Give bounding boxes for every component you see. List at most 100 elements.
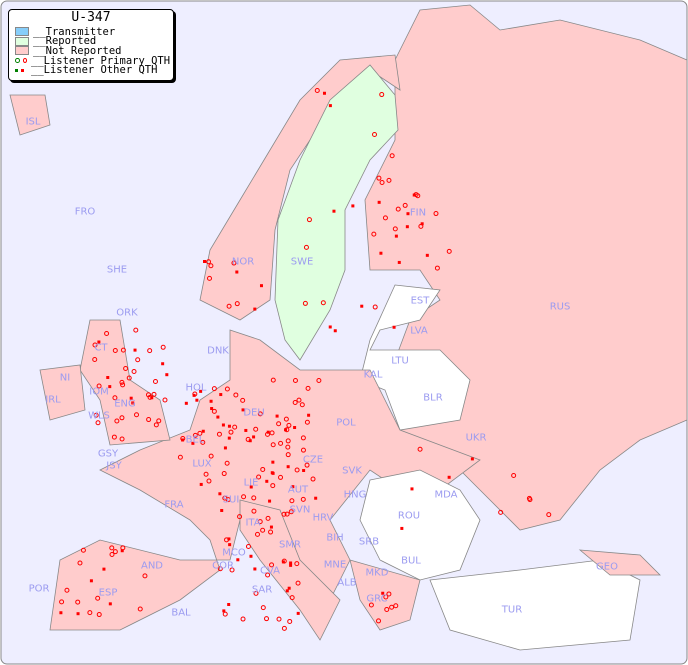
listener-marker: [147, 348, 153, 354]
country-label-pol: POL: [336, 417, 356, 429]
country-label-mne: MNE: [323, 559, 347, 571]
country-label-hrv: HRV: [312, 512, 334, 524]
legend-transmitter: __Transmitter: [9, 27, 173, 37]
listener-marker: [284, 428, 288, 432]
listener-marker: [288, 509, 294, 515]
listener-marker: [295, 580, 301, 586]
listener-marker: [447, 475, 451, 479]
country-irl: [39, 364, 86, 421]
listener-marker: [393, 603, 399, 609]
listener-marker: [231, 260, 237, 266]
listener-marker: [152, 379, 158, 385]
country-label-smr: SMR: [279, 539, 301, 551]
country-label-bel: BEL: [185, 434, 205, 446]
countries: [9, 4, 688, 651]
country-label-she: SHE: [106, 264, 128, 276]
listener-marker: [314, 496, 318, 500]
listener-marker: [304, 419, 310, 425]
listener-marker: [106, 376, 110, 380]
listener-marker: [209, 399, 213, 403]
listener-marker: [240, 616, 246, 622]
listener-marker: [131, 369, 137, 375]
legend-label: __Listener Other QTH: [31, 64, 158, 77]
listener-marker: [420, 222, 424, 226]
listener-marker: [126, 375, 132, 381]
listener-marker: [302, 300, 308, 306]
country-label-cze: CZE: [302, 454, 324, 466]
reported-swatch: [15, 36, 29, 46]
listener-marker: [546, 512, 552, 518]
country-label-tur: TUR: [501, 604, 523, 616]
country-label-bal: BAL: [171, 607, 191, 619]
listener-marker: [151, 391, 157, 397]
listener-marker: [253, 567, 257, 571]
country-label-lux: LUX: [192, 458, 212, 470]
listener-marker: [93, 412, 99, 418]
country-label-nor: NOR: [231, 256, 255, 268]
listener-marker: [296, 611, 300, 615]
country-label-lva: LVA: [410, 325, 428, 337]
listener-marker: [222, 609, 226, 613]
listener-marker: [332, 209, 336, 213]
listener-marker: [434, 265, 440, 271]
listener-marker: [123, 365, 129, 371]
listener-marker: [221, 471, 227, 477]
listener-marker: [137, 606, 143, 612]
listener-marker: [300, 435, 306, 441]
listener-marker: [328, 104, 332, 108]
listener-marker: [292, 400, 298, 406]
listener-marker: [226, 303, 232, 309]
listener-marker: [281, 560, 285, 564]
listener-marker: [119, 436, 125, 442]
listener-marker: [87, 610, 93, 616]
listener-marker: [268, 529, 274, 535]
listener-marker: [161, 362, 165, 366]
listener-marker: [160, 344, 166, 350]
listener-marker: [405, 225, 409, 229]
listener-marker: [120, 382, 126, 388]
listener-marker: [251, 495, 257, 501]
listener-marker: [97, 340, 101, 344]
country-label-ita: ITA: [245, 517, 261, 529]
listener-marker: [287, 586, 291, 590]
listener-marker: [254, 531, 260, 537]
listener-marker: [211, 408, 217, 414]
listener-marker: [218, 492, 222, 496]
listener-marker: [222, 611, 228, 617]
listener-marker: [76, 612, 80, 616]
listener-marker: [511, 472, 517, 478]
listener-marker: [278, 440, 284, 446]
listener-marker: [142, 573, 148, 579]
legend-label: __Reported: [33, 35, 97, 48]
listener-marker: [293, 426, 297, 430]
listener-marker: [252, 435, 256, 439]
listener-marker: [199, 482, 203, 486]
country-label-eng: ENG: [114, 398, 136, 410]
listener-marker: [278, 474, 284, 480]
listener-marker: [253, 307, 257, 311]
country-label-rus: RUS: [549, 301, 571, 313]
listener-marker: [265, 515, 271, 521]
listener-marker: [235, 270, 239, 274]
country-label-deu: DEU: [243, 407, 265, 419]
listener-marker: [376, 618, 382, 624]
listener-marker: [392, 226, 398, 232]
listener-marker: [265, 431, 271, 437]
listener-marker: [206, 275, 212, 281]
listener-marker: [64, 587, 70, 593]
listener-marker: [372, 132, 378, 138]
listener-marker: [111, 434, 117, 440]
listener-marker: [276, 421, 282, 427]
country-label-cor: COR: [212, 560, 234, 572]
country-italy: [239, 499, 341, 641]
listener-marker: [227, 424, 231, 428]
listener-marker: [281, 558, 287, 564]
listener-marker: [316, 378, 322, 384]
listener-marker: [251, 508, 257, 514]
country-label-aut: AUT: [287, 484, 309, 496]
listener-marker: [260, 466, 266, 472]
listener-marker: [257, 519, 263, 525]
country-central: [49, 329, 481, 631]
listener-marker: [260, 527, 266, 533]
